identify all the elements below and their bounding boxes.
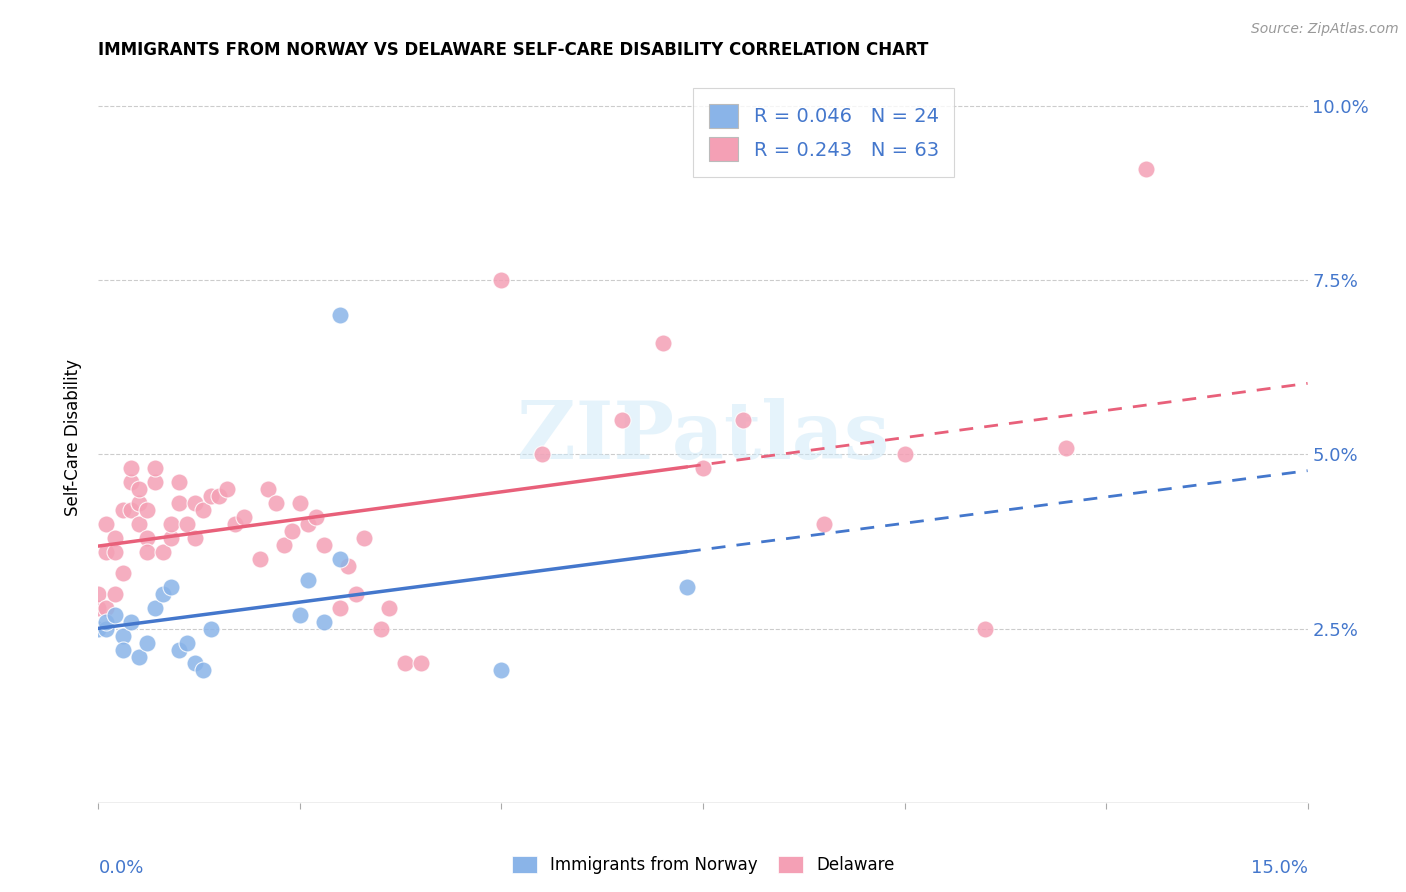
Point [111, 629, 134, 643]
Point [120, 475, 142, 490]
Point [249, 552, 271, 566]
Point [143, 475, 166, 490]
Text: Source: ZipAtlas.com: Source: ZipAtlas.com [1251, 22, 1399, 37]
Point [96, 622, 118, 636]
Point [377, 600, 399, 615]
Point [893, 448, 915, 462]
Point [676, 580, 699, 594]
Point [200, 489, 222, 503]
Point [224, 517, 246, 532]
Point [208, 489, 231, 503]
Point [200, 622, 222, 636]
Point [120, 503, 142, 517]
Text: ZIPatlas: ZIPatlas [517, 398, 889, 476]
Point [167, 642, 190, 657]
Point [96, 545, 118, 559]
Point [184, 531, 207, 545]
Point [128, 483, 150, 497]
Point [297, 517, 319, 532]
Point [281, 524, 304, 538]
Point [152, 587, 174, 601]
Point [111, 503, 134, 517]
Point [160, 580, 183, 594]
Point [87, 587, 110, 601]
Point [96, 600, 118, 615]
Point [273, 538, 295, 552]
Point [344, 587, 367, 601]
Point [103, 545, 125, 559]
Point [103, 587, 125, 601]
Point [120, 461, 142, 475]
Point [111, 566, 134, 580]
Point [329, 308, 352, 322]
Point [491, 664, 513, 678]
Point [813, 517, 835, 532]
Point [733, 412, 755, 426]
Point [353, 531, 375, 545]
Point [329, 600, 352, 615]
Legend: Immigrants from Norway, Delaware: Immigrants from Norway, Delaware [505, 849, 901, 881]
Point [143, 461, 166, 475]
Text: 0.0%: 0.0% [98, 858, 143, 877]
Point [305, 510, 328, 524]
Point [530, 448, 553, 462]
Point [167, 475, 190, 490]
Point [232, 510, 254, 524]
Point [193, 503, 215, 517]
Point [103, 607, 125, 622]
Point [264, 496, 287, 510]
Point [491, 273, 513, 287]
Point [152, 545, 174, 559]
Point [1054, 441, 1077, 455]
Point [329, 552, 352, 566]
Point [184, 657, 207, 671]
Point [612, 412, 634, 426]
Point [128, 496, 150, 510]
Point [103, 531, 125, 545]
Point [96, 615, 118, 629]
Point [160, 517, 183, 532]
Text: IMMIGRANTS FROM NORWAY VS DELAWARE SELF-CARE DISABILITY CORRELATION CHART: IMMIGRANTS FROM NORWAY VS DELAWARE SELF-… [98, 41, 929, 59]
Point [143, 600, 166, 615]
Y-axis label: Self-Care Disability: Self-Care Disability [65, 359, 83, 516]
Point [974, 622, 997, 636]
Point [370, 622, 392, 636]
Point [176, 635, 198, 649]
Point [120, 615, 142, 629]
Point [96, 517, 118, 532]
Point [111, 642, 134, 657]
Point [135, 545, 157, 559]
Point [297, 573, 319, 587]
Point [193, 664, 215, 678]
Point [337, 558, 360, 573]
Point [167, 496, 190, 510]
Legend: R = 0.046   N = 24, R = 0.243   N = 63: R = 0.046 N = 24, R = 0.243 N = 63 [693, 88, 955, 177]
Point [87, 622, 110, 636]
Point [135, 635, 157, 649]
Point [160, 531, 183, 545]
Point [128, 517, 150, 532]
Point [176, 517, 198, 532]
Point [409, 657, 432, 671]
Point [87, 600, 110, 615]
Point [288, 607, 311, 622]
Point [314, 538, 336, 552]
Text: 15.0%: 15.0% [1250, 858, 1308, 877]
Point [394, 657, 416, 671]
Point [692, 461, 714, 475]
Point [256, 483, 278, 497]
Point [184, 496, 207, 510]
Point [314, 615, 336, 629]
Point [1135, 161, 1157, 176]
Point [651, 336, 673, 351]
Point [217, 483, 239, 497]
Point [135, 531, 157, 545]
Point [135, 503, 157, 517]
Point [128, 649, 150, 664]
Point [288, 496, 311, 510]
